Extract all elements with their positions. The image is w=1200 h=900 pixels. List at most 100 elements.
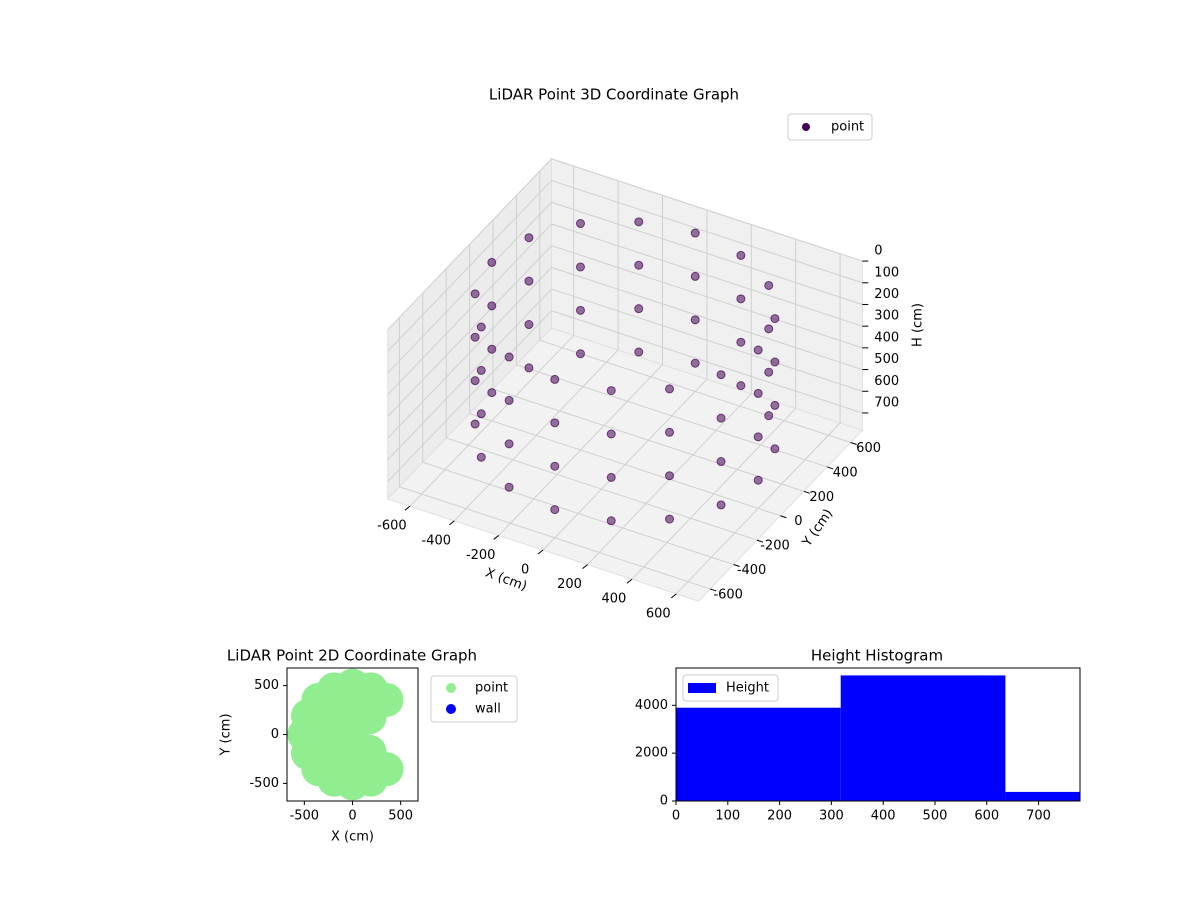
tick-mark (448, 520, 455, 526)
plot-area (287, 668, 404, 801)
point (665, 514, 675, 524)
z-tick-label: 0 (874, 244, 882, 259)
point (487, 257, 497, 267)
point (770, 444, 780, 454)
x-tick-label: -200 (466, 548, 496, 563)
point (764, 280, 774, 290)
y-tick-label: 200 (809, 490, 834, 505)
point (335, 717, 370, 752)
plot-area (676, 675, 1080, 801)
point (476, 365, 486, 375)
point (753, 345, 763, 355)
grid-line (387, 266, 863, 439)
y-tick-label: -600 (713, 587, 743, 602)
tick-mark (803, 490, 810, 494)
point (575, 305, 585, 315)
point (634, 217, 644, 227)
x-tick-label: 0 (521, 563, 529, 578)
point (736, 381, 746, 391)
x-tick-label: 100 (715, 809, 740, 824)
tick-mark (582, 564, 588, 570)
grid-line (539, 171, 851, 444)
x-tick-label: 200 (767, 809, 792, 824)
tick-mark (756, 539, 764, 543)
legend-marker (446, 683, 456, 693)
tick-mark (710, 588, 717, 592)
y-axis-label: Y (cm) (219, 713, 234, 756)
point (504, 439, 514, 449)
point (606, 516, 616, 526)
point (716, 500, 726, 510)
point (606, 386, 616, 396)
point (470, 332, 480, 342)
point (550, 418, 560, 428)
x-tick-label: 700 (1026, 809, 1051, 824)
grid-line (398, 317, 711, 590)
tick-mark (733, 564, 740, 568)
z-axis-label: H (cm) (911, 303, 926, 347)
y-tick-label: 2000 (635, 746, 668, 761)
point (634, 304, 644, 314)
legend-label: wall (475, 702, 501, 717)
point (487, 388, 497, 398)
point (476, 452, 486, 462)
point (504, 482, 514, 492)
grid-line (387, 223, 863, 396)
y-tick-label: 0 (271, 727, 279, 742)
point (764, 367, 774, 377)
point (770, 400, 780, 410)
point (716, 457, 726, 467)
point (524, 363, 534, 373)
x-tick-label: 0 (348, 809, 356, 824)
legend-marker (802, 123, 810, 131)
point (716, 370, 726, 380)
z-tick-label: 300 (874, 309, 899, 324)
point (504, 352, 514, 362)
point (665, 384, 675, 394)
z-tick-label: 700 (874, 395, 899, 410)
point (736, 337, 746, 347)
tick-mark (670, 593, 677, 599)
grid-line (445, 268, 758, 541)
point (770, 314, 780, 324)
legend-marker (688, 683, 716, 693)
point (716, 413, 726, 423)
z-tick-label: 500 (874, 352, 899, 367)
point (470, 289, 480, 299)
grid-line (387, 180, 863, 352)
x-tick-label: -600 (377, 519, 407, 534)
point (665, 471, 675, 481)
x-tick-label: 400 (601, 592, 626, 607)
axes-frame (675, 667, 1081, 802)
grid-line (422, 293, 734, 566)
x-tick-label: -400 (422, 533, 452, 548)
point (476, 409, 486, 419)
chart-title: LiDAR Point 3D Coordinate Graph (489, 86, 739, 104)
y-tick-label: 4000 (635, 698, 668, 713)
legend-label: point (831, 120, 864, 135)
y-tick-label: 0 (660, 794, 668, 809)
point (470, 376, 480, 386)
point (550, 461, 560, 471)
legend-label: Height (726, 681, 769, 696)
point (690, 271, 700, 281)
point (753, 388, 763, 398)
point (606, 472, 616, 482)
point (470, 419, 480, 429)
point (575, 262, 585, 272)
x-axis-label: X (cm) (331, 830, 374, 845)
grid-line (387, 310, 863, 482)
bar (1005, 791, 1080, 801)
tick-mark (537, 549, 544, 555)
point (634, 260, 644, 270)
point (665, 427, 675, 437)
point (606, 429, 616, 439)
grid-line (387, 288, 863, 461)
point (770, 357, 780, 367)
y-tick-label: 400 (833, 465, 858, 480)
x-tick-label: 0 (672, 809, 680, 824)
tick-mark (850, 442, 857, 446)
y-tick-label: 500 (254, 678, 279, 693)
point (753, 432, 763, 442)
